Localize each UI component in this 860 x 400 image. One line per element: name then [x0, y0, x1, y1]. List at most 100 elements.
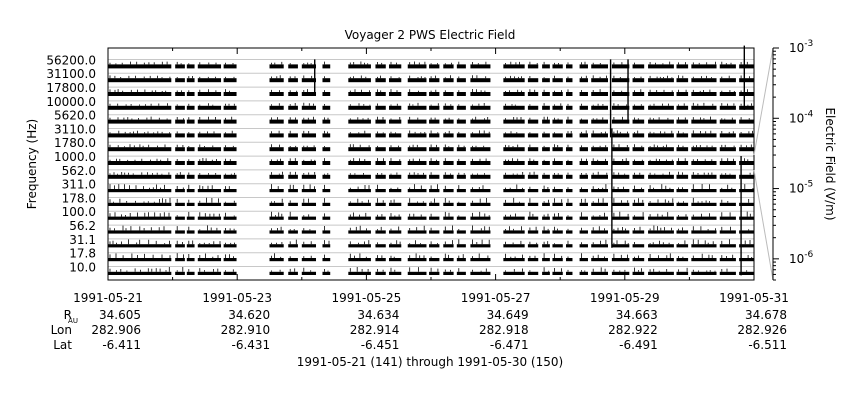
- data-segment: [691, 64, 717, 69]
- data-segment: [527, 78, 539, 83]
- data-segment: [407, 230, 427, 234]
- signal-fluctuation: [430, 75, 436, 79]
- data-segment: [175, 244, 185, 248]
- signal-fluctuation: [649, 240, 670, 245]
- data-segment: [566, 230, 573, 234]
- signal-fluctuation: [225, 172, 235, 175]
- channel-row-1000.0: [108, 158, 754, 165]
- signal-fluctuation: [613, 103, 627, 106]
- signal-fluctuation: [271, 75, 281, 79]
- data-segment: [443, 92, 454, 96]
- y-tick-label: 31.1: [69, 233, 96, 247]
- signal-fluctuation: [444, 253, 449, 258]
- data-segment: [456, 174, 466, 179]
- signal-fluctuation: [472, 61, 487, 65]
- data-segment: [632, 78, 645, 83]
- ephemeris-value: 34.620: [228, 308, 270, 322]
- data-segment: [456, 271, 466, 275]
- data-segment: [223, 202, 237, 206]
- data-segment: [429, 271, 440, 275]
- data-segment: [456, 92, 466, 96]
- data-segment: [676, 174, 689, 179]
- data-segment: [691, 189, 717, 193]
- signal-fluctuation: [289, 229, 295, 231]
- y-tick-label: 17.8: [69, 247, 96, 261]
- signal-fluctuation: [409, 102, 419, 106]
- ephemeris-value: 282.918: [479, 323, 529, 337]
- signal-fluctuation: [613, 198, 629, 203]
- signal-fluctuation: [505, 103, 516, 106]
- signal-fluctuation: [678, 227, 683, 231]
- data-segment: [579, 133, 588, 138]
- channel-row-10.0: [108, 267, 754, 275]
- data-segment: [632, 133, 645, 138]
- data-segment: [676, 105, 689, 110]
- signal-fluctuation: [349, 225, 367, 231]
- data-segment: [456, 119, 466, 124]
- signal-fluctuation: [409, 240, 421, 245]
- ephemeris-value: 34.634: [357, 308, 399, 322]
- data-segment: [470, 271, 491, 275]
- signal-fluctuation: [409, 213, 422, 217]
- ephemeris-value: 282.922: [608, 323, 658, 337]
- signal-fluctuation: [613, 211, 629, 217]
- data-segment: [691, 271, 717, 275]
- signal-fluctuation: [649, 103, 669, 106]
- data-segment: [676, 244, 689, 248]
- signal-fluctuation: [458, 144, 465, 148]
- data-segment: [269, 119, 284, 124]
- y-tick-label: 311.0: [62, 178, 96, 192]
- data-segment: [186, 244, 195, 248]
- signal-fluctuation: [444, 172, 451, 175]
- signal-fluctuation: [613, 227, 626, 231]
- signal-fluctuation: [324, 269, 329, 272]
- data-segment: [223, 244, 237, 248]
- data-segment: [389, 271, 402, 275]
- data-segment: [579, 78, 588, 83]
- data-segment: [443, 258, 454, 262]
- ephemeris-value: -6.411: [102, 338, 141, 352]
- data-segment: [503, 161, 525, 165]
- signal-fluctuation: [444, 198, 450, 203]
- channel-row-178.0: [108, 197, 754, 206]
- channel-row-31.1: [108, 239, 754, 248]
- signal-fluctuation: [678, 240, 686, 245]
- signal-fluctuation: [505, 197, 520, 203]
- signal-fluctuation: [613, 158, 627, 161]
- signal-fluctuation: [740, 89, 748, 92]
- data-segment: [322, 133, 331, 138]
- signal-fluctuation: [592, 198, 604, 203]
- data-segment: [375, 64, 386, 69]
- channel-row-31100.0: [108, 75, 754, 83]
- signal-fluctuation: [721, 212, 731, 217]
- data-segment: [648, 119, 674, 124]
- signal-fluctuation: [740, 130, 753, 134]
- signal-fluctuation: [303, 184, 315, 189]
- signal-fluctuation: [444, 144, 450, 148]
- data-segment: [269, 258, 284, 262]
- data-segment: [527, 258, 539, 262]
- data-segment: [456, 161, 466, 165]
- signal-fluctuation: [409, 172, 424, 175]
- signal-fluctuation: [109, 89, 167, 92]
- data-segment: [676, 258, 689, 262]
- data-segment: [407, 64, 427, 69]
- data-segment: [301, 258, 317, 262]
- signal-fluctuation: [692, 89, 711, 92]
- signal-fluctuation: [554, 117, 559, 120]
- data-segment: [375, 230, 386, 234]
- signal-fluctuation: [740, 240, 751, 245]
- data-segment: [470, 78, 491, 83]
- signal-fluctuation: [740, 117, 750, 120]
- data-segment: [443, 78, 454, 83]
- data-segment: [591, 189, 609, 193]
- data-segment: [348, 202, 371, 206]
- signal-fluctuation: [692, 159, 713, 161]
- data-segment: [322, 189, 331, 193]
- data-segment: [527, 202, 539, 206]
- spike-layer: [314, 45, 746, 276]
- signal-fluctuation: [271, 171, 283, 175]
- ephemeris-label: R: [64, 308, 72, 322]
- signal-fluctuation: [303, 267, 312, 272]
- data-segment: [591, 174, 609, 179]
